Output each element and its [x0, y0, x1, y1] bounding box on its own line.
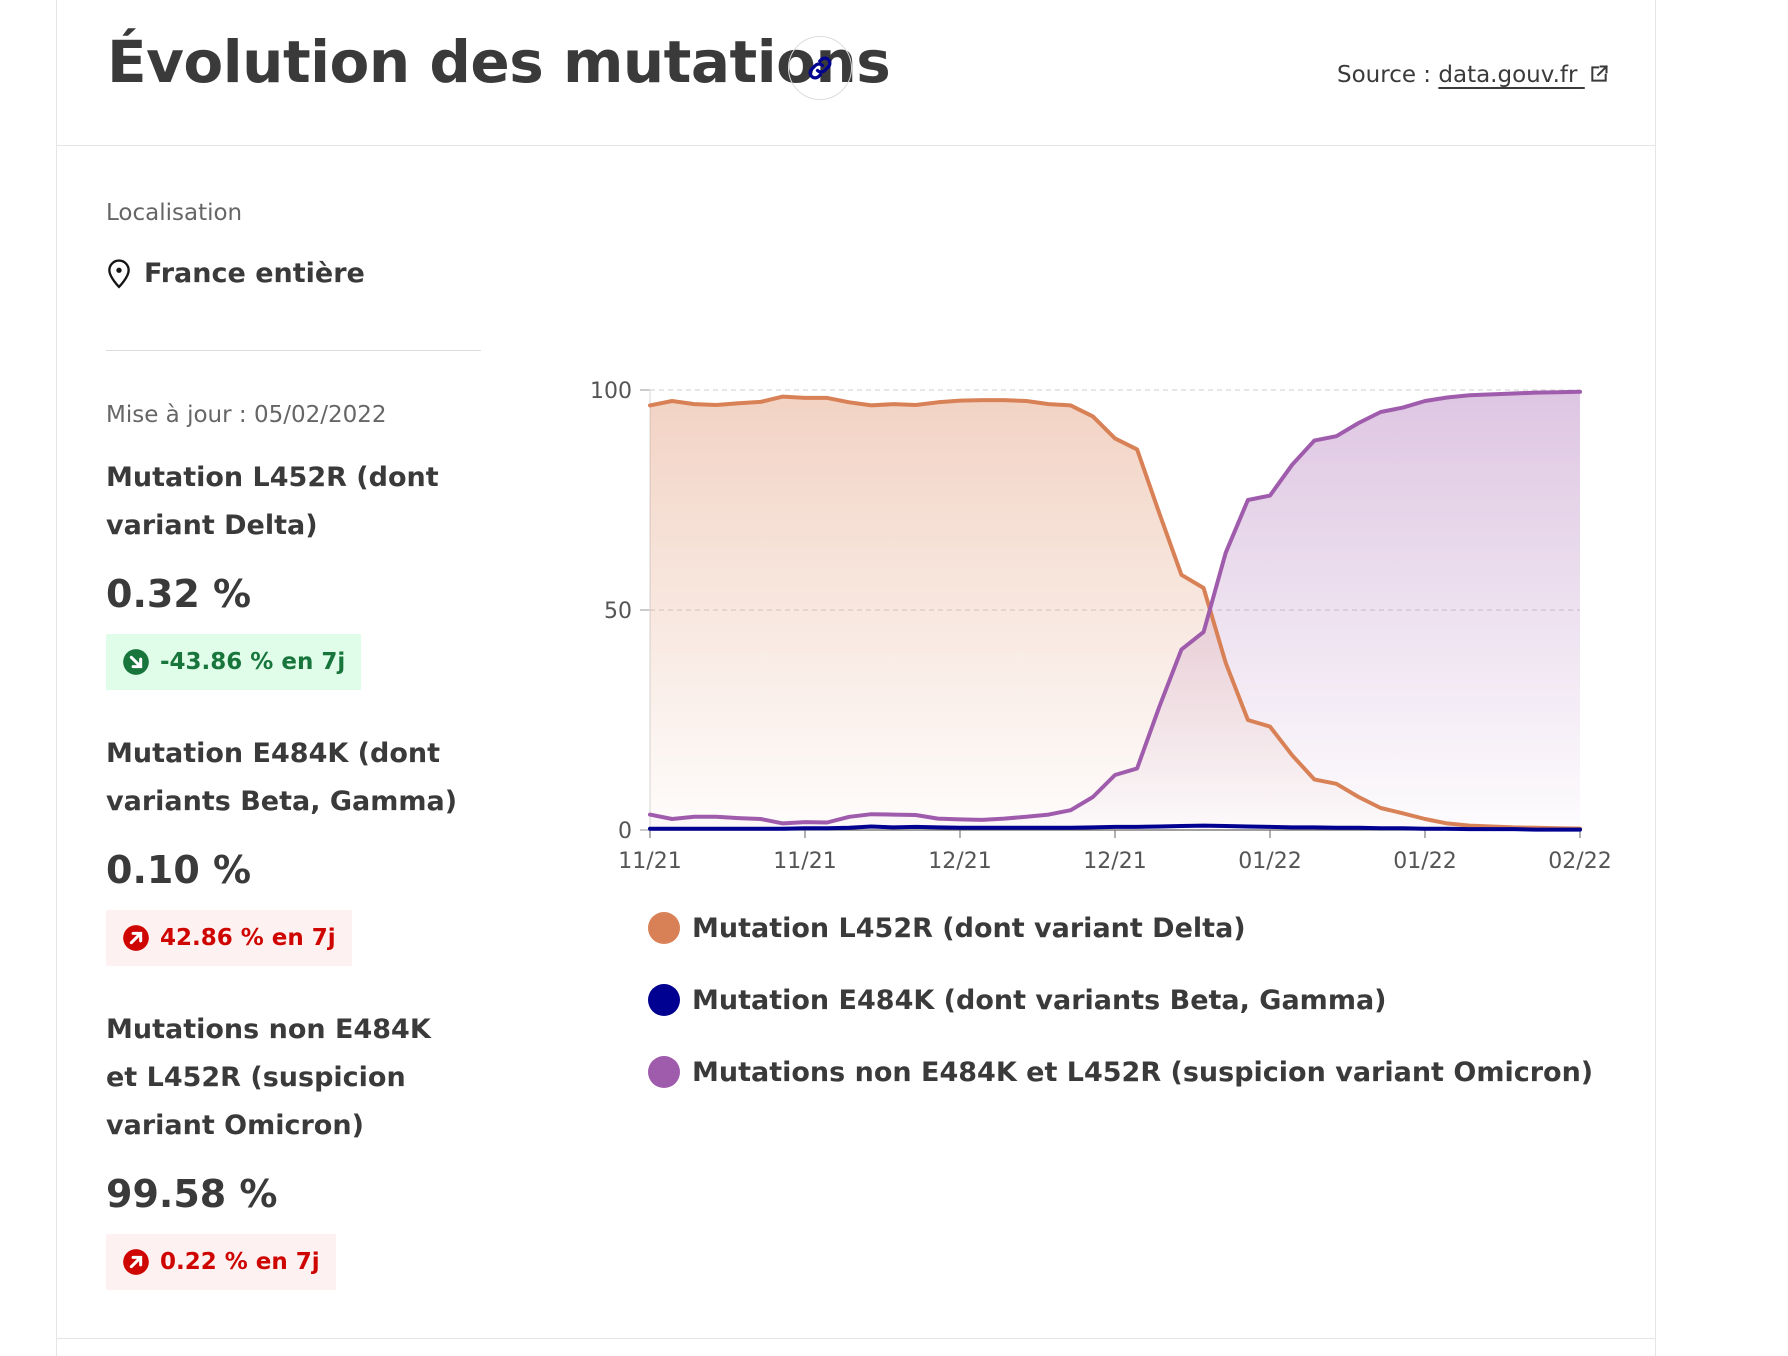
stat-delta: Mutation L452R (dont variant Delta) 0.32…: [106, 454, 466, 690]
source-link-label: data.gouv.fr: [1438, 62, 1578, 88]
x-tick-label: 12/21: [928, 849, 991, 874]
stat-change-badge: 0.22 % en 7j: [106, 1234, 336, 1290]
stat-value: 0.32 %: [106, 572, 252, 616]
external-link-icon: [1591, 65, 1608, 82]
copy-link-button[interactable]: [788, 36, 852, 100]
x-tick-label: 01/22: [1238, 849, 1301, 874]
source-link[interactable]: data.gouv.fr: [1438, 62, 1608, 88]
legend-dot-omicron: [648, 1056, 680, 1088]
x-tick-label: 12/21: [1083, 849, 1146, 874]
legend-item-omicron[interactable]: Mutations non E484K et L452R (suspicion …: [648, 1056, 1593, 1088]
source: Source : data.gouv.fr: [1337, 62, 1609, 88]
stat-name: Mutations non E484K et L452R (suspicion …: [106, 1014, 431, 1141]
location-selector[interactable]: France entière: [106, 258, 365, 289]
x-tick-label: 01/22: [1393, 849, 1456, 874]
stat-change: -43.86 % en 7j: [160, 649, 346, 675]
series-line: [648, 389, 1582, 826]
series-area: [650, 391, 1580, 830]
series-line: [648, 823, 1582, 832]
legend-dot-beta-gamma: [648, 984, 680, 1016]
x-tick-label: 02/22: [1548, 849, 1611, 874]
location-value: France entière: [144, 258, 365, 289]
card-header: Évolution des mutations Source : data.go…: [57, 0, 1655, 146]
arrow-up-right-icon: [123, 925, 149, 951]
mutations-card: Évolution des mutations Source : data.go…: [56, 0, 1656, 1356]
card-footer-divider: [57, 1338, 1655, 1339]
x-tick-label: 11/21: [618, 849, 681, 874]
y-tick-label: 0: [618, 819, 632, 844]
map-pin-icon: [108, 258, 130, 289]
legend-dot-delta: [648, 912, 680, 944]
stat-value: 0.10 %: [106, 848, 252, 892]
mutations-chart: 0 50 100 11/21 11/21 12/21 12/21 01/22 01/22 02/2…: [590, 379, 1612, 874]
link-icon: [808, 56, 832, 80]
update-date: Mise à jour : 05/02/2022: [106, 402, 387, 428]
arrow-up-right-icon: [123, 1249, 149, 1275]
stat-beta-gamma: Mutation E484K (dont variants Beta, Gamm…: [106, 730, 466, 966]
stat-change-badge: -43.86 % en 7j: [106, 634, 362, 690]
legend-label: Mutations non E484K et L452R (suspicion …: [692, 1056, 1594, 1088]
legend-label: Mutation L452R (dont variant Delta): [692, 912, 1246, 944]
stat-name: Mutation E484K (dont variants Beta, Gamm…: [106, 738, 458, 817]
divider: [106, 350, 481, 351]
stat-change-badge: 42.86 % en 7j: [106, 910, 352, 966]
y-tick-label: 50: [604, 599, 632, 624]
legend-item-delta[interactable]: Mutation L452R (dont variant Delta): [648, 912, 1246, 944]
x-tick-label: 11/21: [773, 849, 836, 874]
stat-omicron: Mutations non E484K et L452R (suspicion …: [106, 1006, 466, 1290]
stat-name: Mutation L452R (dont variant Delta): [106, 462, 439, 541]
legend-label: Mutation E484K (dont variants Beta, Gamm…: [692, 984, 1387, 1016]
series-area: [650, 396, 1580, 830]
location-label: Localisation: [106, 200, 243, 226]
arrow-down-right-icon: [123, 649, 149, 675]
legend-item-beta-gamma[interactable]: Mutation E484K (dont variants Beta, Gamm…: [648, 984, 1387, 1016]
page-title: Évolution des mutations: [107, 28, 891, 96]
stat-change: 42.86 % en 7j: [160, 925, 336, 951]
source-prefix: Source :: [1337, 62, 1432, 88]
y-tick-label: 100: [590, 379, 632, 404]
stat-change: 0.22 % en 7j: [160, 1249, 320, 1275]
series-line: [648, 394, 1582, 831]
stat-value: 99.58 %: [106, 1172, 278, 1216]
